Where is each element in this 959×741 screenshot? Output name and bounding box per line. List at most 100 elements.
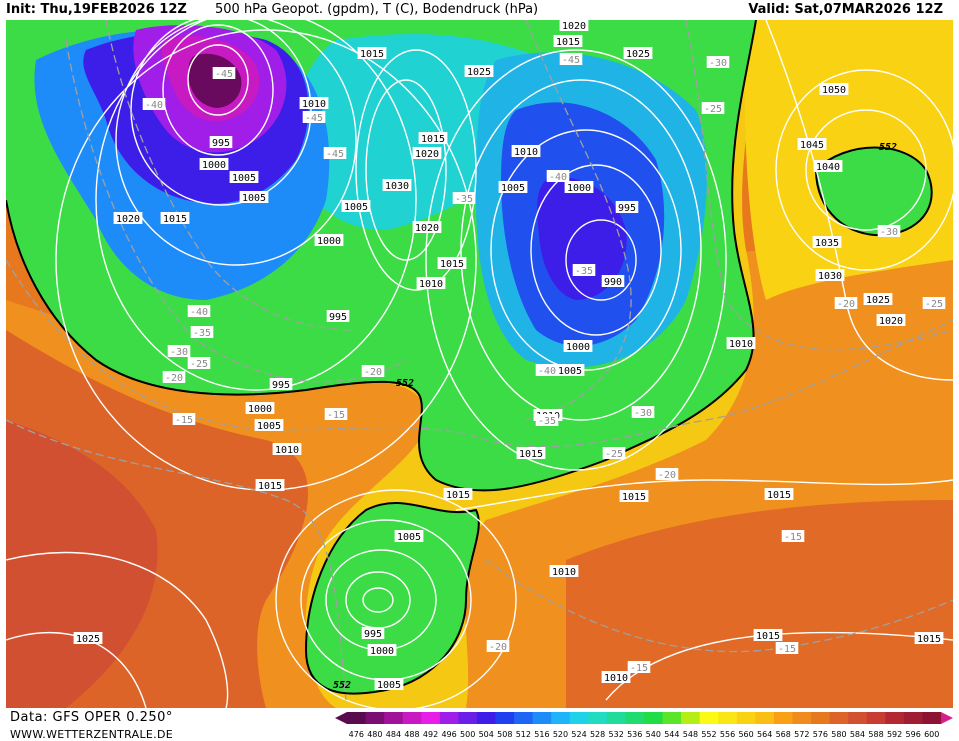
isobar-label: 1010 xyxy=(299,97,329,110)
legend-value: 600 xyxy=(924,730,939,739)
temperature-label: -15 xyxy=(775,642,799,655)
temperature-label: -25 xyxy=(187,357,211,370)
svg-text:1010: 1010 xyxy=(729,339,753,350)
svg-text:1015: 1015 xyxy=(556,37,580,48)
legend-value: 596 xyxy=(906,730,921,739)
svg-text:-20: -20 xyxy=(489,642,507,653)
temperature-label: -30 xyxy=(706,56,730,69)
temperature-label: -45 xyxy=(212,67,236,80)
legend-swatch xyxy=(384,712,404,724)
isobar-label: 1005 xyxy=(229,171,259,184)
isobar-label: 1030 xyxy=(382,179,412,192)
svg-text:1015: 1015 xyxy=(163,214,187,225)
svg-text:1020: 1020 xyxy=(116,214,140,225)
data-source-label: Data: GFS OPER 0.250° xyxy=(10,710,173,725)
legend-swatch xyxy=(736,712,756,724)
isobar-label: 995 xyxy=(361,627,385,640)
isobar-label: 1020 xyxy=(412,221,442,234)
contour-552-main xyxy=(6,20,757,492)
legend-swatch xyxy=(811,712,831,724)
svg-text:-35: -35 xyxy=(193,328,211,339)
svg-text:1010: 1010 xyxy=(419,279,443,290)
temperature-label: -45 xyxy=(559,53,583,66)
svg-text:1015: 1015 xyxy=(258,481,282,492)
svg-text:-15: -15 xyxy=(175,415,193,426)
svg-text:1020: 1020 xyxy=(415,223,439,234)
svg-text:1025: 1025 xyxy=(76,634,100,645)
legend-swatch xyxy=(347,712,367,724)
isobar-label: 1025 xyxy=(73,632,103,645)
temperature-label: -15 xyxy=(627,661,651,674)
svg-text:-15: -15 xyxy=(327,410,345,421)
legend-value: 524 xyxy=(571,730,586,739)
svg-text:552: 552 xyxy=(333,680,351,691)
isobar-label: 1010 xyxy=(549,565,579,578)
isobar-label: 1040 xyxy=(813,160,843,173)
temperature-label: -40 xyxy=(187,305,211,318)
svg-text:-15: -15 xyxy=(778,644,796,655)
isobar-label: 1025 xyxy=(623,47,653,60)
svg-text:995: 995 xyxy=(212,138,230,149)
isobar-label: 1015 xyxy=(437,257,467,270)
isobar-label: 1015 xyxy=(764,488,794,501)
legend-swatch xyxy=(922,712,942,724)
legend-value: 492 xyxy=(423,730,438,739)
temperature-label: -20 xyxy=(162,371,186,384)
isobar-label: 1015 xyxy=(357,47,387,60)
temperature-label: -30 xyxy=(877,225,901,238)
isobar-label: 1010 xyxy=(272,443,302,456)
temperature-lines xyxy=(6,20,953,701)
svg-text:1000: 1000 xyxy=(566,342,590,353)
svg-text:1020: 1020 xyxy=(562,21,586,32)
isobar-label: 1045 xyxy=(797,138,827,151)
legend-value: 552 xyxy=(701,730,716,739)
isobar-label: 1010 xyxy=(601,671,631,684)
legend-value: 536 xyxy=(627,730,642,739)
legend-swatch xyxy=(718,712,738,724)
temperature-label: -35 xyxy=(535,414,559,427)
svg-text:1000: 1000 xyxy=(248,404,272,415)
svg-text:1000: 1000 xyxy=(567,183,591,194)
svg-text:-40: -40 xyxy=(145,100,163,111)
legend-value: 484 xyxy=(386,730,401,739)
legend-swatch xyxy=(439,712,459,724)
legend-value: 496 xyxy=(441,730,456,739)
legend-swatch xyxy=(903,712,923,724)
isobar-label: 1005 xyxy=(254,419,284,432)
legend-swatch xyxy=(495,712,515,724)
svg-text:1005: 1005 xyxy=(232,173,256,184)
temperature-label: -30 xyxy=(167,345,191,358)
legend-value: 488 xyxy=(404,730,419,739)
legend-arrow-left xyxy=(335,712,347,724)
svg-text:-30: -30 xyxy=(170,347,188,358)
svg-text:1025: 1025 xyxy=(626,49,650,60)
isobar-label: 1015 xyxy=(753,629,783,642)
svg-text:-45: -45 xyxy=(215,69,233,80)
temperature-label: -25 xyxy=(602,447,626,460)
isobar-label: 1000 xyxy=(245,402,275,415)
svg-text:-30: -30 xyxy=(634,408,652,419)
isobar-labels: 1020 1015 1025 1015 1025 1010 1015 1020 1010 995 1… xyxy=(73,20,944,691)
legend-swatch xyxy=(829,712,849,724)
contour-552-label: 552 xyxy=(333,680,351,691)
svg-text:1005: 1005 xyxy=(377,680,401,691)
contour-552-high xyxy=(814,146,933,237)
temperature-label: -15 xyxy=(781,530,805,543)
svg-text:-40: -40 xyxy=(190,307,208,318)
svg-text:1030: 1030 xyxy=(385,181,409,192)
valid-time: Valid: Sat,07MAR2026 12Z xyxy=(748,2,943,17)
legend-value: 532 xyxy=(609,730,624,739)
color-legend: 476 480 484 488 492 496 500 504 508 512 516 520 524 5… xyxy=(335,712,953,739)
temperature-label: -40 xyxy=(142,98,166,111)
legend-value: 556 xyxy=(720,730,735,739)
legend-swatch xyxy=(532,712,552,724)
svg-text:-45: -45 xyxy=(305,113,323,124)
svg-text:1015: 1015 xyxy=(440,259,464,270)
website-label: WWW.WETTERZENTRALE.DE xyxy=(10,728,173,741)
svg-text:-45: -45 xyxy=(562,55,580,66)
weather-map: 1020 1015 1025 1015 1025 1010 1015 1020 1010 995 1… xyxy=(6,20,953,708)
svg-text:1010: 1010 xyxy=(514,147,538,158)
legend-value: 580 xyxy=(831,730,846,739)
svg-text:-40: -40 xyxy=(538,366,556,377)
temperature-label: -15 xyxy=(324,408,348,421)
